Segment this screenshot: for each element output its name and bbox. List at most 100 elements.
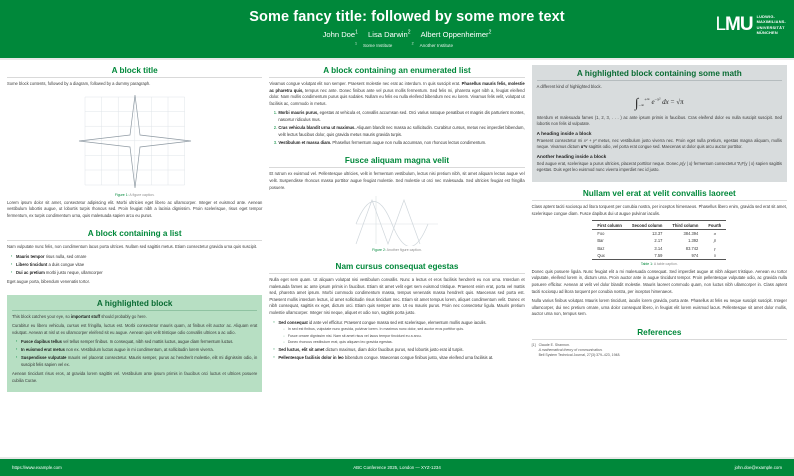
reference-number: [1]	[531, 342, 536, 347]
block-subheading-2: Another heading inside a block	[536, 153, 607, 159]
figure-2-caption: Figure 2: Another figure caption.	[269, 248, 524, 252]
table-cell: 83.742	[685, 245, 699, 251]
lead-pre: This block catches your eye, so	[12, 313, 70, 319]
lead-post: should probably go here.	[101, 313, 147, 319]
block-paragraph: Lorem ipsum dolor sit amet, consectetur …	[7, 199, 263, 218]
block-nam-cursus-consequat-egestas: Nam cursus consequat egestas Nulla eget …	[269, 261, 525, 365]
footer-website-link[interactable]: https://www.example.com	[12, 465, 62, 470]
table-row: Qux 7.59 974 δ	[592, 251, 727, 260]
para2-math-2: uᵀv	[580, 144, 588, 150]
block-intro-text: A different kind of highlighted block.	[536, 84, 602, 89]
divider	[536, 80, 782, 81]
list-item-bold: Cras vehicula blandit urna ut maximus.	[278, 125, 356, 131]
wave-plot	[355, 196, 438, 247]
reference-title: A mathematical theory of communication.	[538, 347, 603, 352]
intro-pre: Vivamus congue volutpat elit non semper.…	[269, 81, 461, 86]
figure-1-container	[7, 91, 262, 191]
list-item: Suspendisse vulputate mauris vel placera…	[16, 355, 257, 368]
list-item: Fusce dapibus tellus vel tellus semper f…	[16, 339, 257, 345]
equation-differential: dx	[662, 97, 669, 106]
para2-post: sagittis odio, vel porta erat congue sed…	[588, 144, 743, 150]
author-affiliation-marker: 1	[355, 29, 358, 36]
list-item-bold: Vestibulum et massa diam.	[278, 140, 332, 145]
list-item: Pellentesque facilisis dolor in leo bibe…	[273, 355, 524, 361]
table-cell: Foo	[597, 231, 605, 237]
block-heading: A highlighted block	[96, 298, 173, 308]
poster-header: Some fancy title: followed by some more …	[0, 0, 794, 60]
table-column-header: Second column	[626, 220, 668, 231]
display-equation: ∫−∞+∞ e−x² dx = √π	[635, 94, 684, 110]
page-title: Some fancy title: followed by some more …	[249, 9, 565, 26]
list-item-text: mauris vel placerat consectetur. Mauris …	[21, 355, 258, 367]
block-nullam-vel-erat: Nullam vel erat at velit convallis laore…	[531, 187, 787, 321]
block-intro-text: Nam vulputate nunc felis, non condimentu…	[7, 244, 258, 250]
list-item-text: dictum maximus, diam dolor faucibus puru…	[325, 347, 464, 353]
list-item: Mauris tempor risus nulla, sed ornare	[11, 254, 262, 260]
lead-bold: important stuff	[70, 313, 101, 319]
footer-email-link[interactable]: john.doe@example.com	[734, 465, 782, 470]
block-references: References [1] Claude E. Shannon. A math…	[531, 326, 787, 358]
data-table: First column Second column Third column …	[592, 220, 727, 260]
para3-math: p(y | x)	[679, 160, 693, 166]
equation-pi: π	[680, 97, 684, 106]
table-cell: β	[713, 238, 716, 244]
block-paragraph: Curabitur eu libero vehicula, cursus est…	[12, 323, 258, 335]
column-middle: A block containing an enumerated list Vi…	[269, 65, 525, 457]
block-a-block-title: A block title Some block contents, follo…	[7, 65, 263, 223]
divider	[531, 199, 787, 201]
list-item-text: Aliquam blandit nec massa ac sollicitudi…	[278, 125, 525, 137]
table-column-header: First column	[592, 220, 627, 231]
author-list: John Doe1 Lisa Darwin2 Albert Oppenheime…	[20, 29, 794, 39]
block-heading: Nam cursus consequat egestas	[335, 262, 459, 272]
para3-pre: Sed augue erat, scelerisque a purus ultr…	[536, 160, 679, 166]
logo-line: Ludwig-	[756, 14, 776, 19]
block-paragraph: Et rutrum ex euismod vel. Pellentesque u…	[269, 171, 525, 190]
figure-2-caption-text: Another figure caption.	[386, 248, 422, 253]
table-cell: 1.392	[688, 238, 699, 244]
table-caption-label: Table 1:	[640, 261, 654, 266]
table-column-header: Third column	[667, 220, 704, 231]
figure-1-caption-text: A figure caption.	[129, 192, 155, 197]
list-item: Libero tincidunt a duis congue vitae	[11, 262, 262, 268]
list-item: Morbi mauris purus, egestas at vehicula …	[278, 110, 524, 123]
reference-body: Claude E. Shannon. A mathematical theory…	[539, 343, 621, 358]
institute-list: 1 Some Institute 2 Another Institute	[20, 41, 794, 48]
intro-post: tempus nec ante. Donec finibus ante vel …	[269, 87, 525, 106]
divider	[269, 77, 525, 78]
block-outro-text: Eget augue porta, bibendum venenatis tor…	[7, 279, 90, 285]
star-diagram	[78, 94, 191, 188]
figure-1-caption-label: Figure 1:	[114, 192, 129, 197]
intro-bold: Phasellus mauris felis, molestie ac phar…	[269, 81, 525, 93]
table-column-header: Fourth	[703, 220, 727, 231]
column-right: A highlighted block containing some math…	[531, 65, 787, 457]
list-item-text: bibendum congue. Maecenas congue finibus…	[344, 355, 494, 361]
institute-name: Another Institute	[419, 42, 454, 48]
sub-bullet-list: In sed est finibus, vulputate nunc gravi…	[278, 327, 524, 345]
block-fusce-aliquam-magna-velit: Fusce aliquam magna velit Et rutrum ex e…	[269, 155, 525, 256]
list-item: Cras vehicula blandit urna ut maximus. A…	[278, 125, 524, 138]
table-cell: δ	[703, 251, 727, 260]
block-paragraph-2: Praesent consectetur mi x² + y² metus, n…	[537, 138, 782, 151]
institute-marker: 2	[411, 41, 414, 46]
list-item-bold: Sed consequat	[278, 319, 308, 325]
author-affiliation-marker: 2	[488, 29, 492, 36]
list-item-text: non ex. Vestibulum luctus augue in mi co…	[66, 347, 214, 353]
divider	[7, 77, 263, 78]
author-affiliation-marker: 2	[407, 29, 411, 36]
list-item-bold: In euismod erat metus	[21, 347, 65, 353]
logo-letters-mu: MU	[725, 14, 754, 36]
institute-name: Some Institute	[362, 42, 393, 48]
lmu-logo-text: Ludwig- Maximilians- Universität München	[757, 14, 786, 36]
list-item: Sed luctus, elit sit amet dictum maximus…	[273, 347, 524, 353]
block-heading: A highlighted block containing some math	[576, 69, 742, 78]
list-item: Sed consequat id ante vel efficitur. Pra…	[273, 320, 524, 346]
block-a-block-containing-a-list: A block containing a list Nam vulputate …	[7, 228, 263, 289]
reference-author: Claude E. Shannon.	[538, 342, 570, 347]
bullet-list: Mauris tempor risus nulla, sed ornare Li…	[7, 254, 262, 276]
block-lead-text: This block catches your eye, so importan…	[12, 314, 257, 321]
block-paragraph-after-2: Nulla varius finibus volutpat. Mauris lo…	[531, 298, 787, 317]
block-paragraph: Nulla eget sem quam. Ut aliquam volutpat…	[269, 277, 525, 315]
divider	[269, 273, 525, 275]
list-item-text: egestas at vehicula et, convallis accums…	[278, 110, 525, 122]
